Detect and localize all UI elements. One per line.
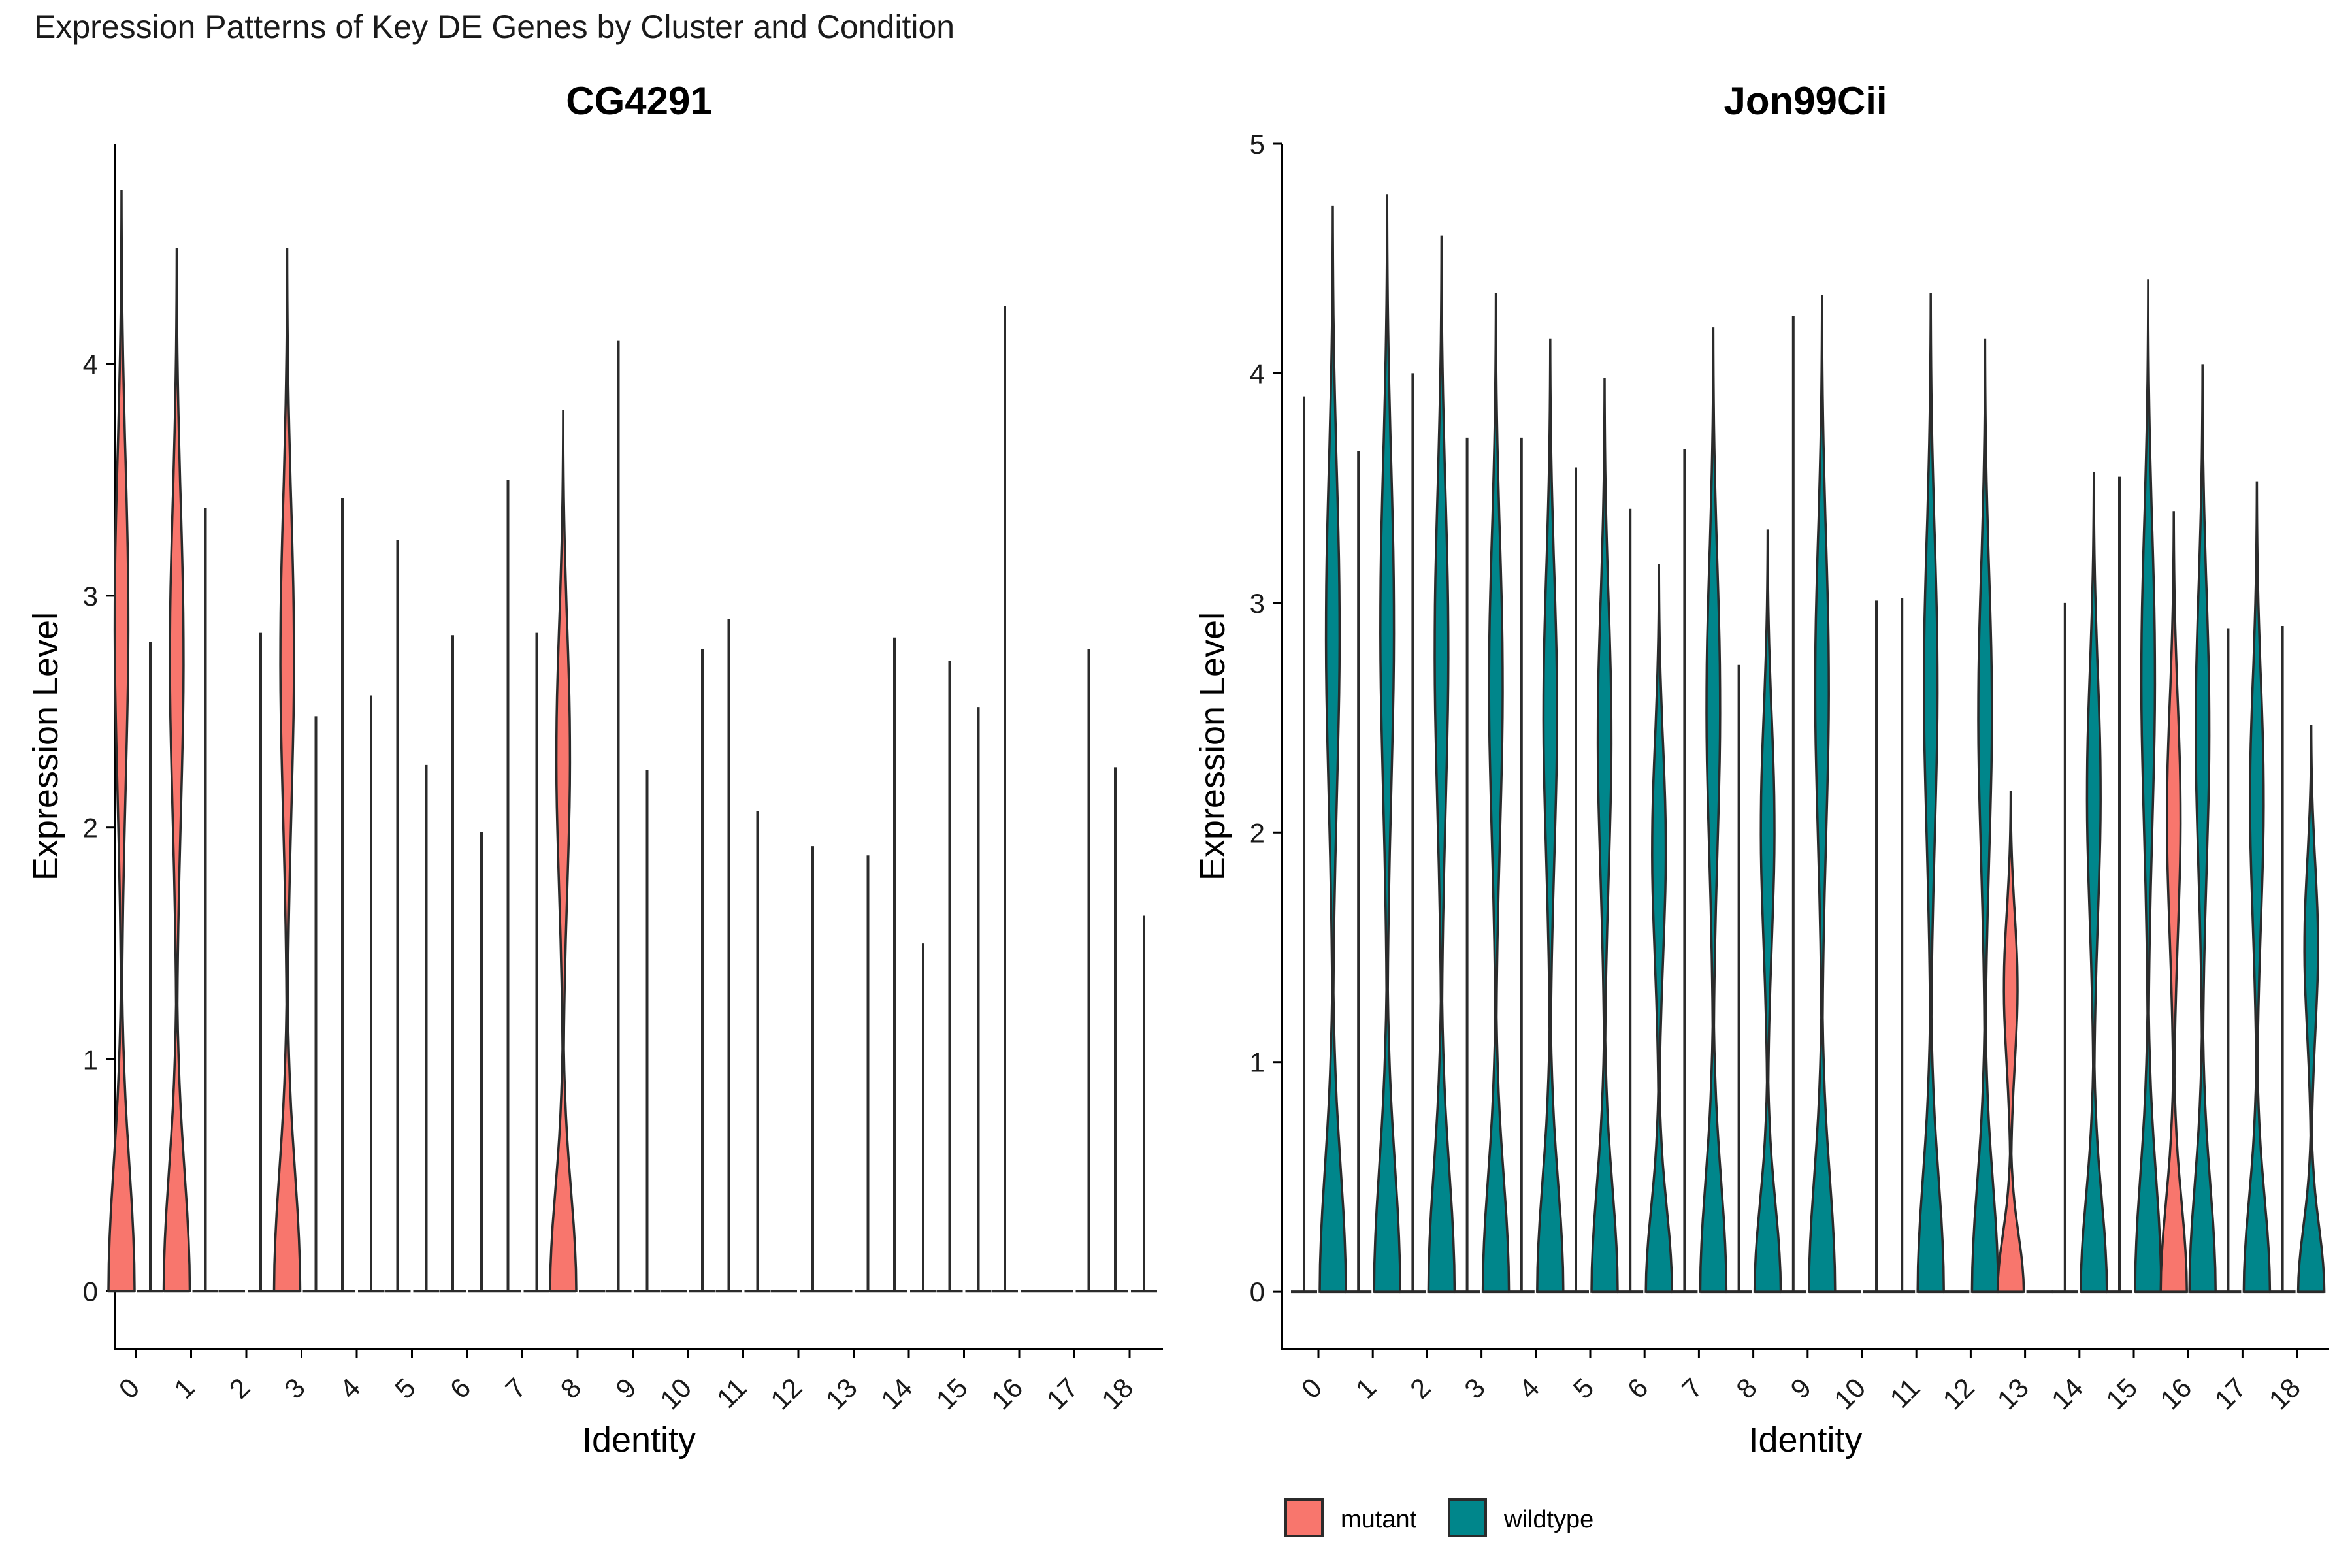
violin-wildtype-14 [2080,472,2108,1293]
x-tick-label: 12 [764,1372,808,1415]
x-tick-label: 11 [711,1372,753,1414]
violin-wildtype-18 [2296,725,2326,1293]
x-tick-label: 14 [2046,1372,2089,1415]
x-tick-label: 8 [555,1372,587,1405]
violin-wildtype-6 [1644,564,1673,1293]
x-tick-label: 13 [1991,1372,2034,1415]
violin-wildtype-1 [1373,194,1401,1293]
violin-wildtype-12 [1970,338,2000,1293]
violin-mutant-0 [107,189,136,1293]
x-tick-label: 3 [278,1372,311,1405]
x-axis-label: Identity [1748,1420,1862,1460]
y-tick-label: 5 [1250,129,1265,159]
legend-swatch-wildtype [1448,1498,1487,1537]
y-axis-label: Expression Level [26,612,65,881]
x-tick-label: 13 [820,1372,863,1415]
x-tick-label: 17 [1041,1372,1084,1415]
violin-mutant-16 [2159,511,2188,1293]
x-tick-label: 0 [1296,1372,1328,1405]
x-tick-label: 1 [168,1372,201,1405]
violin-wildtype-3 [1481,293,1511,1293]
violin-wildtype-0 [1318,205,1347,1293]
x-tick-label: 8 [1730,1372,1763,1405]
violin-wildtype-5 [1590,378,1619,1293]
violin-wildtype-7 [1699,327,1728,1293]
x-tick-label: 14 [875,1372,918,1415]
x-tick-label: 15 [2100,1372,2143,1415]
y-tick-label: 0 [1250,1277,1265,1307]
x-tick-label: 12 [1936,1372,1980,1415]
x-tick-label: 6 [444,1372,477,1405]
y-tick-label: 1 [83,1044,98,1075]
y-axis-label: Expression Level [1193,612,1232,881]
y-tick-label: 3 [1250,588,1265,619]
y-tick-label: 4 [83,349,98,380]
legend-label-mutant: mutant [1341,1506,1417,1533]
violin-wildtype-15 [2134,279,2163,1293]
x-tick-label: 16 [985,1372,1028,1415]
x-axis-label: Identity [582,1420,696,1460]
legend-label-wildtype: wildtype [1503,1506,1593,1533]
x-tick-label: 17 [2208,1372,2251,1415]
violin-mutant-8 [549,410,578,1293]
x-tick-label: 11 [1884,1372,1925,1414]
violin-mutant-13 [1996,791,2025,1293]
y-tick-label: 2 [83,813,98,843]
x-tick-label: 3 [1458,1372,1491,1405]
y-tick-label: 2 [1250,817,1265,848]
y-tick-label: 1 [1250,1047,1265,1078]
violin-wildtype-9 [1808,295,1837,1293]
violin-wildtype-2 [1427,235,1456,1293]
x-tick-label: 18 [1096,1372,1139,1415]
violin-wildtype-16 [2188,364,2217,1293]
violin-wildtype-8 [1753,529,1782,1293]
x-tick-label: 16 [2154,1372,2197,1415]
violin-mutant-3 [272,248,302,1293]
x-tick-label: 18 [2263,1372,2306,1415]
x-tick-label: 0 [113,1372,146,1405]
legend: mutant wildtype [1284,1498,1593,1537]
y-tick-label: 0 [83,1276,98,1307]
x-tick-label: 4 [334,1372,367,1405]
x-tick-label: 15 [930,1372,973,1415]
legend-swatch-mutant [1284,1498,1324,1537]
figure-title: Expression Patterns of Key DE Genes by C… [34,8,955,45]
violin-wildtype-4 [1536,338,1565,1293]
x-tick-label: 2 [1404,1372,1437,1405]
violin-mutant-1 [162,248,191,1293]
x-tick-label: 7 [499,1372,532,1405]
violin-wildtype-17 [2242,481,2272,1293]
violin-wildtype-11 [1916,293,1945,1293]
x-tick-label: 1 [1350,1372,1382,1405]
y-tick-label: 4 [1250,358,1265,389]
x-tick-label: 7 [1676,1372,1708,1405]
panel-title: CG4291 [566,79,711,123]
panel-title: Jon99Cii [1723,79,1887,123]
x-tick-label: 6 [1622,1372,1654,1405]
x-tick-label: 9 [1784,1372,1817,1405]
y-tick-label: 3 [83,581,98,612]
x-tick-label: 4 [1512,1372,1545,1405]
x-tick-label: 5 [389,1372,421,1405]
x-tick-label: 10 [654,1372,697,1415]
x-tick-label: 9 [610,1372,642,1405]
x-tick-label: 5 [1567,1372,1600,1405]
x-tick-label: 10 [1828,1372,1871,1415]
x-tick-label: 2 [223,1372,256,1405]
